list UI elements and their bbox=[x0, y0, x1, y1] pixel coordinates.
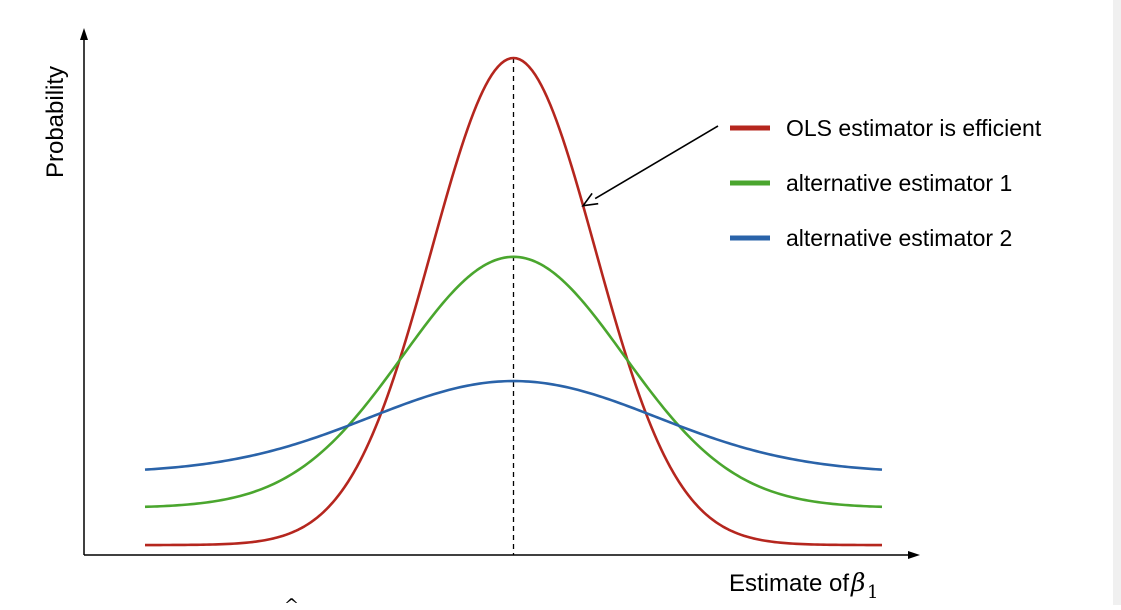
y-axis-arrowhead bbox=[80, 28, 88, 40]
annotation-layer bbox=[581, 125, 719, 207]
annotation-arrow-head bbox=[581, 192, 599, 207]
x-axis-arrowhead bbox=[908, 551, 920, 559]
legend-label-3: alternative estimator 2 bbox=[786, 225, 1012, 251]
x-axis-label-text: Estimate of bbox=[729, 570, 849, 597]
right-margin-band bbox=[1113, 0, 1121, 605]
series-layer bbox=[144, 56, 883, 547]
legend: OLS estimator is efficient alternative es… bbox=[730, 115, 1042, 251]
series-line-3 bbox=[144, 379, 883, 471]
x-axis-label: Estimate of β 1 ^ bbox=[284, 568, 878, 610]
annotation-arrow-line bbox=[594, 125, 719, 200]
beta-hat-accent: ^ bbox=[284, 595, 299, 605]
series-line-2 bbox=[144, 255, 883, 509]
series-line-1 bbox=[145, 56, 882, 547]
x-axis-label-subscript: 1 bbox=[867, 582, 878, 603]
axes bbox=[80, 28, 920, 559]
x-axis-label-symbol: β bbox=[850, 568, 865, 597]
legend-label-2: alternative estimator 1 bbox=[786, 170, 1012, 196]
y-axis-label: Probability bbox=[42, 66, 69, 178]
legend-label-1: OLS estimator is efficient bbox=[786, 115, 1042, 141]
